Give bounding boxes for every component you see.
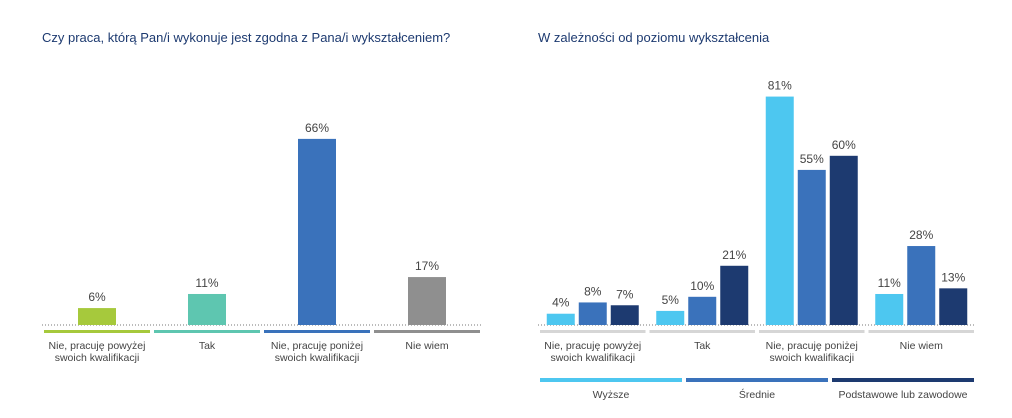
bar (939, 288, 968, 325)
data-label: 5% (662, 293, 680, 307)
bar (298, 138, 336, 325)
data-label: 8% (584, 284, 602, 298)
category-strip (540, 330, 646, 333)
data-label: 13% (941, 270, 965, 284)
legend-label: Wyższe (593, 389, 630, 401)
bar (875, 293, 904, 325)
bar (688, 296, 717, 325)
x-tick-label: Nie, pracuję powyżej swoich kwalifikacji (48, 340, 146, 364)
data-label: 10% (690, 279, 714, 293)
data-label: 55% (800, 152, 824, 166)
bar (829, 155, 858, 325)
bar (797, 169, 826, 325)
legend-label: Średnie (739, 388, 775, 401)
data-label: 17% (415, 259, 439, 273)
x-tick-label: Nie, pracuję powyżej swoich kwalifikacji (544, 340, 642, 364)
category-strip (374, 330, 480, 333)
data-label: 60% (832, 138, 856, 152)
data-label: 6% (88, 290, 106, 304)
legend-line (540, 378, 682, 382)
data-label: 11% (878, 276, 901, 290)
data-label: 21% (722, 248, 746, 262)
category-strip (649, 330, 755, 333)
data-label: 4% (552, 296, 570, 310)
legend-label: Podstawowe lub zawodowe (839, 389, 968, 401)
data-label: 81% (768, 79, 792, 93)
legend-line (832, 378, 974, 382)
data-label: 7% (616, 287, 634, 301)
bar (188, 293, 226, 325)
bar (907, 246, 936, 325)
category-strip (759, 330, 865, 333)
chart-title: Czy praca, którą Pan/i wykonuje jest zgo… (42, 30, 451, 45)
legend-line (686, 378, 828, 382)
bar (408, 277, 446, 325)
x-tick-label: Nie, pracuję poniżej swoich kwalifikacji (765, 340, 858, 364)
bar (656, 310, 685, 325)
category-strip (264, 330, 370, 333)
data-label: 28% (909, 228, 933, 242)
x-tick-label: Nie, pracuję poniżej swoich kwalifikacji (270, 340, 364, 364)
data-label: 11% (195, 276, 218, 290)
bar (720, 265, 749, 325)
x-tick-label: Nie wiem (405, 340, 449, 352)
bar (765, 96, 794, 325)
data-label: 66% (305, 121, 329, 135)
bar (546, 313, 575, 325)
chart-title: W zależności od poziomu wykształcenia (538, 30, 770, 45)
category-strip (868, 330, 974, 333)
x-tick-label: Tak (198, 340, 216, 352)
x-tick-label: Nie wiem (899, 340, 943, 352)
bar (578, 302, 607, 325)
bar (610, 305, 639, 325)
category-strip (154, 330, 260, 333)
bar (78, 308, 116, 325)
category-strip (44, 330, 150, 333)
x-tick-label: Tak (694, 340, 711, 352)
